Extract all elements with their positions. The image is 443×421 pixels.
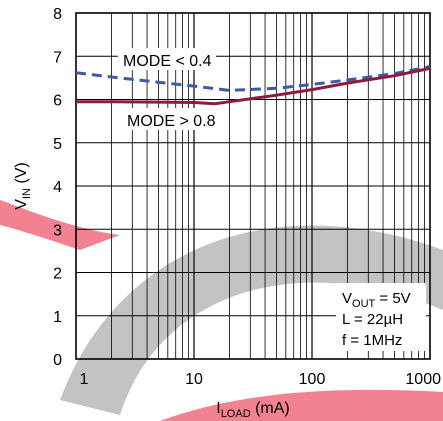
x-axis-label: ILOAD (mA): [216, 400, 290, 420]
x-tick-label: 10: [185, 371, 203, 388]
y-tick-label: 0: [53, 352, 62, 369]
x-tick-label: 100: [299, 371, 326, 388]
y-tick-label: 5: [53, 136, 62, 153]
y-tick-label: 6: [53, 93, 62, 110]
inductance-annotation: L = 22µH: [342, 311, 403, 328]
series-lines: [75, 65, 431, 106]
plot-grid: [76, 13, 430, 359]
series-label-mode-low-text: MODE < 0.4: [123, 53, 212, 70]
vout-annotation: VOUT = 5V: [342, 290, 411, 310]
watermark-red-swoosh-bottom: [160, 389, 443, 421]
x-tick-label: 1: [80, 371, 89, 388]
watermark-red-swoosh-left: [0, 200, 120, 250]
series-label-mode-high-text: MODE > 0.8: [127, 113, 216, 130]
x-tick-labels: 1 10 100 1000: [80, 371, 442, 388]
y-tick-labels: 0 1 2 3 4 5 6 7 8: [53, 6, 62, 369]
y-tick-label: 4: [53, 179, 62, 196]
series-line-mode-high: [76, 66, 431, 106]
frequency-annotation: f = 1MHz: [342, 332, 402, 349]
y-tick-label: 8: [53, 6, 62, 23]
y-tick-label: 2: [53, 266, 62, 283]
x-tick-label: 1000: [405, 371, 441, 388]
plot-frame: [75, 12, 431, 360]
conditions-annotation: VOUT = 5V L = 22µH f = 1MHz: [336, 283, 426, 351]
y-axis-label: VIN (V): [13, 162, 33, 209]
series-label-mode-low: MODE < 0.4: [118, 48, 216, 70]
series-line-mode-low: [75, 65, 431, 92]
y-tick-label: 7: [53, 49, 62, 66]
series-label-mode-high: MODE > 0.8: [122, 108, 220, 130]
y-tick-label: 1: [53, 309, 62, 326]
y-tick-label: 3: [53, 222, 62, 239]
